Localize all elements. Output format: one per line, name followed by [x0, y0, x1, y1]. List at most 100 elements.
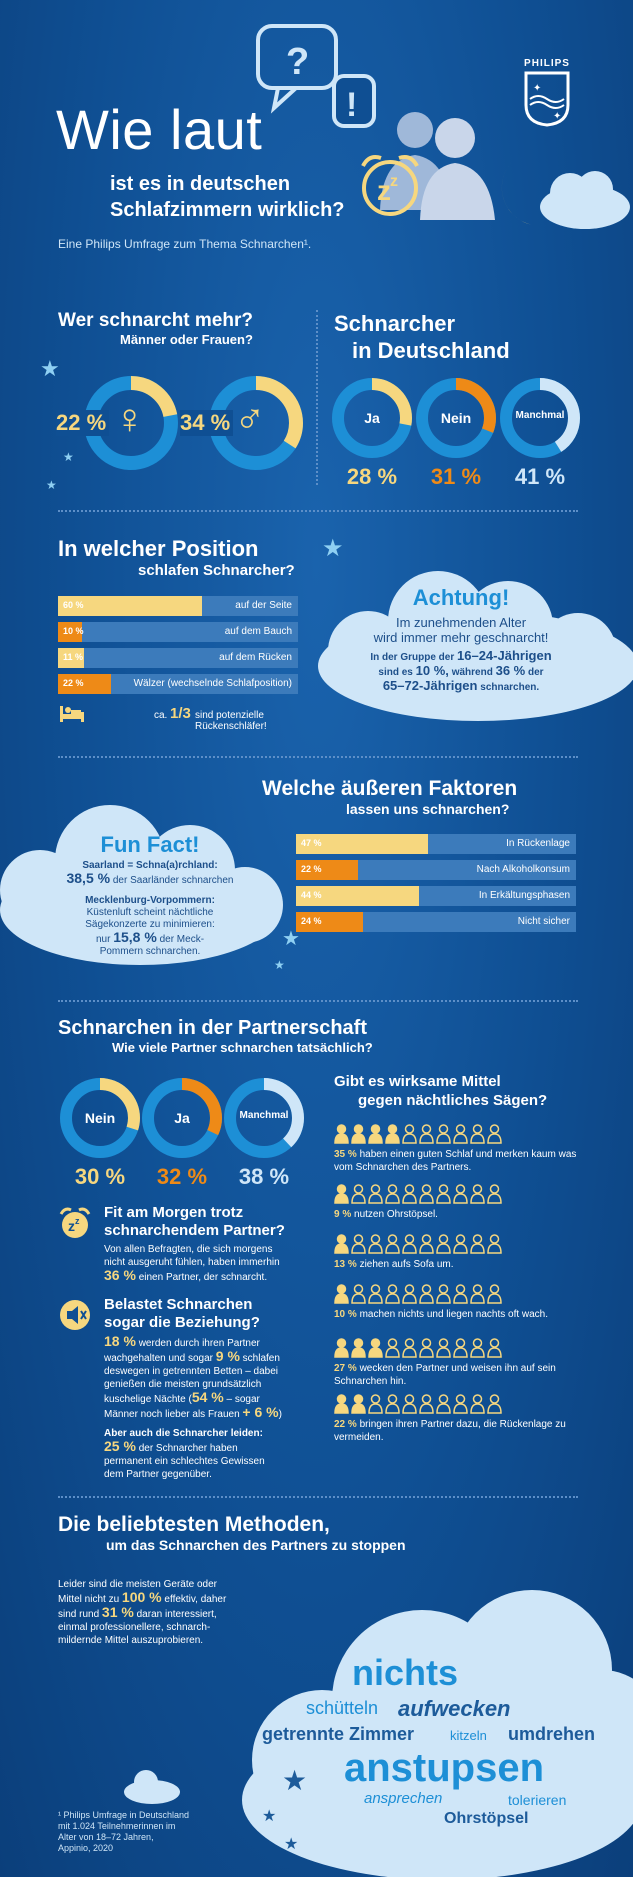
person-icons: [334, 1284, 594, 1304]
bar-pct: 60 %: [63, 600, 84, 610]
bar-label: In Erkältungsphasen: [478, 890, 570, 901]
position-title: In welcher Position schlafen Schnarcher?: [58, 536, 295, 579]
female-symbol-icon: ♀: [114, 395, 146, 442]
star-icon: ★: [274, 958, 285, 972]
remedy-row: 35 % haben einen guten Schlaf und merken…: [334, 1124, 594, 1174]
remedy-pct: 13 %: [334, 1259, 360, 1270]
footnote-l3: Alter von 18–72 Jahren,: [58, 1832, 154, 1842]
remedy-row: 13 % ziehen aufs Sofa um.: [334, 1234, 594, 1271]
position-note: ca. 1/3 sind potenzielle Rückenschläfer!: [58, 702, 318, 732]
person-icon: [385, 1284, 400, 1304]
achtung-box: Achtung! Im zunehmenden Alter wird immer…: [336, 585, 586, 693]
person-icon: [419, 1284, 434, 1304]
word-nichts: nichts: [352, 1652, 459, 1693]
bar-row: 44 % In Erkältungsphasen: [296, 886, 576, 906]
achtung-line3-val: 16–24-Jährigen: [457, 648, 552, 663]
section-divider: [58, 1496, 578, 1498]
title-line2: ist es in deutschen: [110, 173, 291, 195]
partner-ring-label: Ja: [174, 1110, 190, 1126]
funfact-cloud: [0, 805, 283, 965]
person-icons: [334, 1234, 594, 1254]
partner-ring-fill: [142, 1078, 222, 1158]
person-icon: [453, 1284, 468, 1304]
funfact-mv-val: 15,8 %: [113, 929, 157, 945]
factors-title: Welche äußeren Faktoren lassen uns schna…: [262, 776, 517, 817]
bel-val4: + 6 %: [242, 1404, 279, 1420]
person-icon: [402, 1284, 417, 1304]
position-note-post: sind potenzielle Rückenschläfer!: [195, 710, 267, 732]
person-icon: [487, 1234, 502, 1254]
snorers-ring-label: Nein: [440, 410, 472, 426]
word-kitzeln: kitzeln: [450, 1728, 487, 1743]
bar-track: [296, 860, 576, 880]
person-icon: [470, 1284, 485, 1304]
achtung-line4-mid: während: [451, 667, 493, 678]
person-icon: [436, 1394, 451, 1414]
bed-icon: [60, 706, 84, 722]
partner-ring-1: [142, 1078, 222, 1158]
methods-p-val2: 31 %: [101, 1604, 134, 1620]
fit-post: einen Partner, der schnarcht.: [138, 1272, 268, 1283]
person-icon: [368, 1124, 383, 1144]
bel-title-l1: Belastet Schnarchen: [104, 1296, 253, 1313]
snorers-title-l1: Schnarcher: [334, 311, 456, 336]
bel-l2-pre: wachgehalten und sogar: [104, 1353, 213, 1364]
snorers-ring-pct: 31 %: [430, 464, 482, 489]
remedy-text: 10 % machen nichts und liegen nachts oft…: [334, 1308, 594, 1321]
suffer-l3: dem Partner gegenüber.: [104, 1469, 212, 1480]
bar-label: In Rückenlage: [506, 838, 570, 849]
bar-track: [58, 674, 298, 694]
bel-val2: 9 %: [215, 1348, 240, 1364]
philips-shield-icon: ✦ ✦: [524, 71, 570, 127]
funfact-title: Fun Fact!: [100, 832, 200, 857]
person-icon: [419, 1234, 434, 1254]
gender-section: Wer schnarcht mehr? Männer oder Frauen?: [58, 310, 308, 347]
svg-text:z: z: [68, 1218, 75, 1234]
bel-title-l2: sogar die Beziehung?: [104, 1314, 260, 1331]
remedy-text-l1: ziehen aufs Sofa um.: [359, 1259, 454, 1270]
snorers-ring-0: [332, 378, 412, 458]
suffer-l1: der Schnarcher haben: [138, 1443, 238, 1454]
person-icon: [402, 1394, 417, 1414]
person-icon: [368, 1234, 383, 1254]
bar-row: 22 % Wälzer (wechselnde Schlafposition): [58, 674, 298, 694]
svg-text:z: z: [377, 175, 391, 206]
gender-subtitle: Männer oder Frauen?: [120, 332, 253, 347]
bar-fill: [58, 648, 85, 668]
remedy-row: 9 % nutzen Ohrstöpsel.: [334, 1184, 594, 1221]
svg-text:✦: ✦: [553, 111, 561, 122]
remedies-title-l1: Gibt es wirksame Mittel: [334, 1073, 501, 1090]
remedy-text-l1: haben einen guten Schlaf und merken kaum…: [359, 1149, 577, 1160]
funfact-mv-post: der Meck-: [159, 934, 205, 945]
person-icon: [436, 1184, 451, 1204]
methods-p-l2-pre: Mittel nicht zu: [58, 1594, 120, 1605]
mute-speaker-icon: [60, 1300, 90, 1330]
fit-block: Fit am Morgen trotz schnarchendem Partne…: [104, 1204, 314, 1284]
bar-label: auf dem Rücken: [219, 652, 292, 663]
snorers-ring-label: Ja: [364, 410, 380, 426]
word-aufwecken: aufwecken: [398, 1696, 511, 1721]
star-icon: ★: [262, 1808, 277, 1825]
footnote-l2: mit 1.024 Teilnehmerinnen im: [58, 1821, 176, 1831]
person-icon: [351, 1184, 366, 1204]
bar-row: 22 % Nach Alkoholkonsum: [296, 860, 576, 880]
partner-title-main: Schnarchen in der Partnerschaft: [58, 1017, 367, 1039]
bar-pct: 10 %: [63, 626, 84, 636]
person-icon: [402, 1184, 417, 1204]
bar-label: Nach Alkoholkonsum: [476, 864, 570, 875]
person-icon: [402, 1338, 417, 1358]
remedy-text-l2: Schnarchen hin.: [334, 1376, 407, 1387]
person-icon: [453, 1338, 468, 1358]
bar-label: auf der Seite: [235, 600, 292, 611]
remedy-text: 9 % nutzen Ohrstöpsel.: [334, 1208, 594, 1221]
section-divider: [58, 1000, 578, 1002]
person-icon: [436, 1234, 451, 1254]
remedy-text-l1: nutzen Ohrstöpsel.: [354, 1209, 438, 1220]
position-title-l2: schlafen Schnarcher?: [138, 562, 295, 579]
person-icon: [419, 1394, 434, 1414]
suffer-head: Aber auch die Schnarcher leiden:: [104, 1428, 263, 1439]
person-icon: [334, 1184, 349, 1204]
person-icon: [487, 1124, 502, 1144]
gender-title: Wer schnarcht mehr?: [58, 310, 253, 331]
bar-pct: 11 %: [63, 652, 84, 662]
